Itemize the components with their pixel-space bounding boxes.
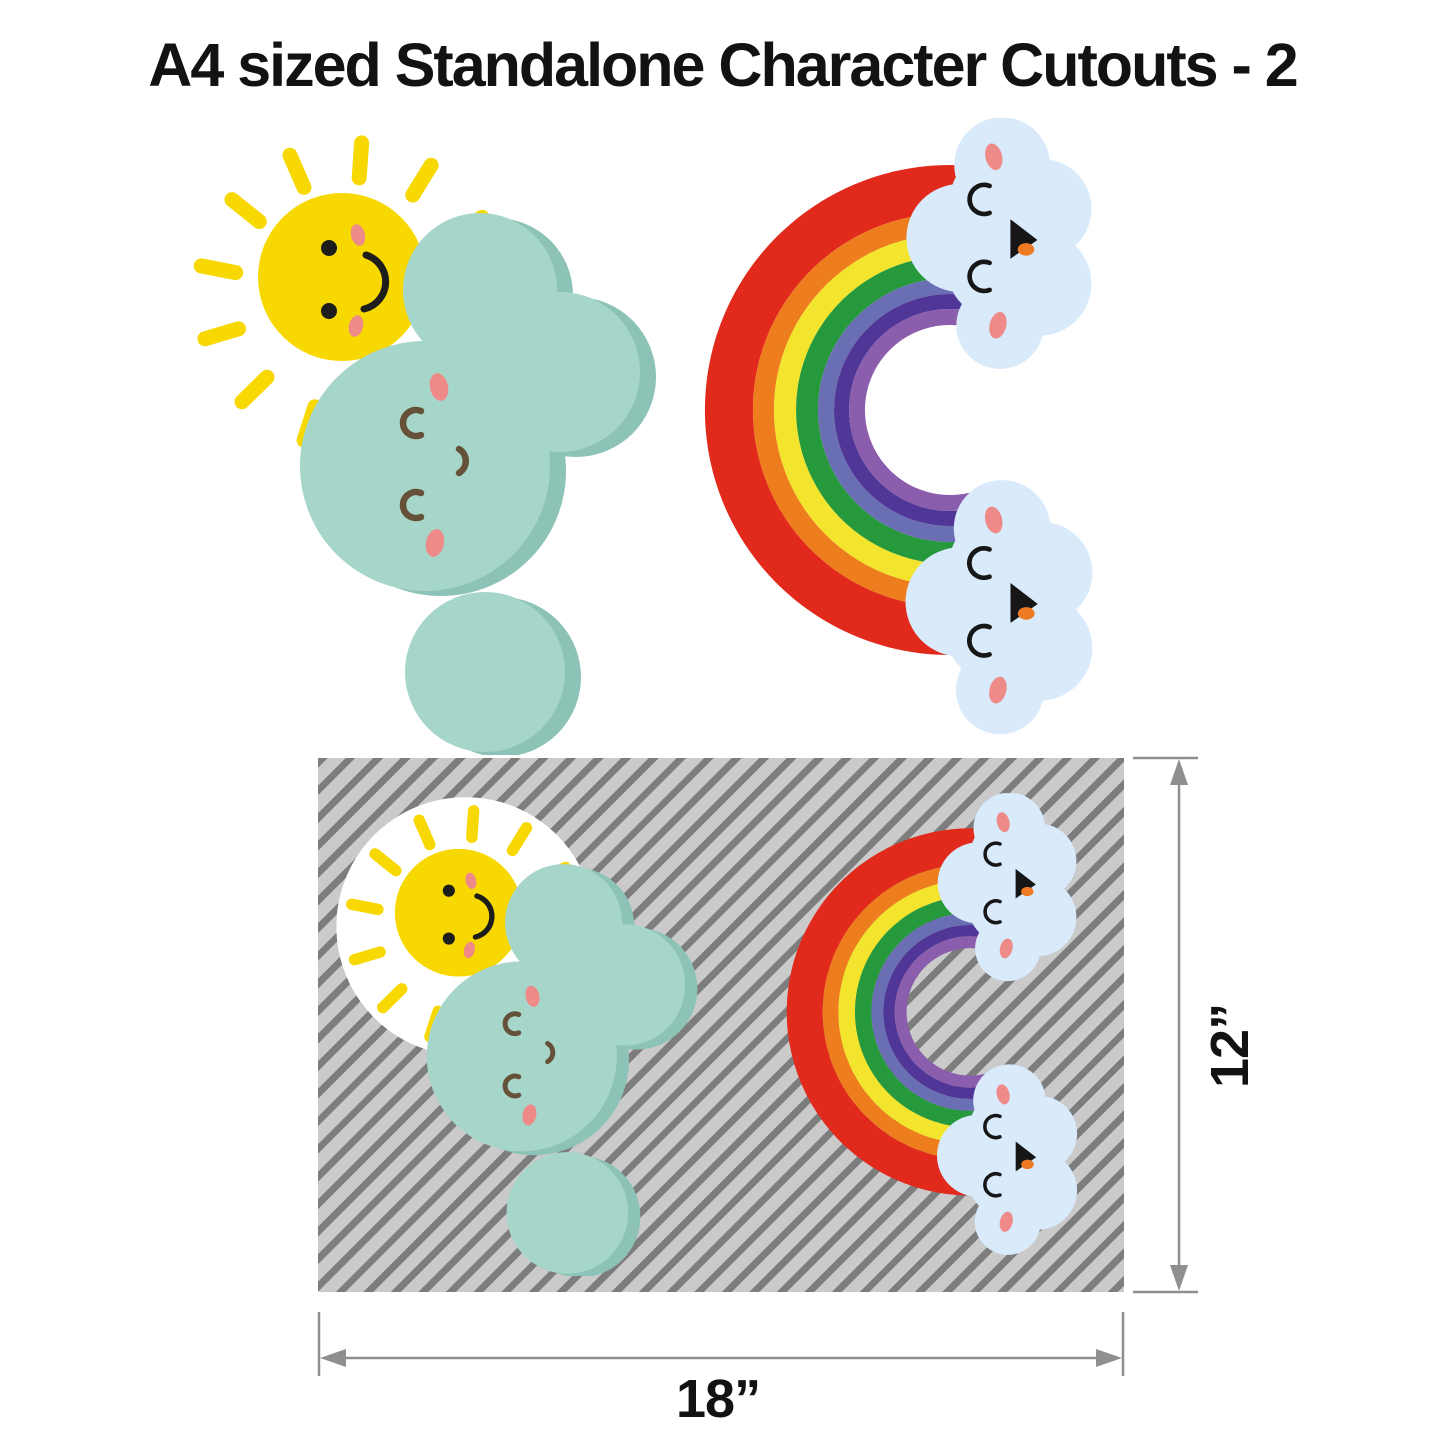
width-dimension-label: 18” <box>676 1369 761 1429</box>
arrowhead-left <box>320 1349 346 1367</box>
arrowhead-right <box>1096 1349 1122 1367</box>
page-title: A4 sized Standalone Character Cutouts - … <box>148 31 1298 99</box>
arrowhead-down <box>1170 1265 1188 1291</box>
height-dimension-label: 12” <box>1200 1003 1260 1088</box>
arrowhead-up <box>1170 759 1188 785</box>
cutout-sheet-panel <box>318 758 1124 1292</box>
